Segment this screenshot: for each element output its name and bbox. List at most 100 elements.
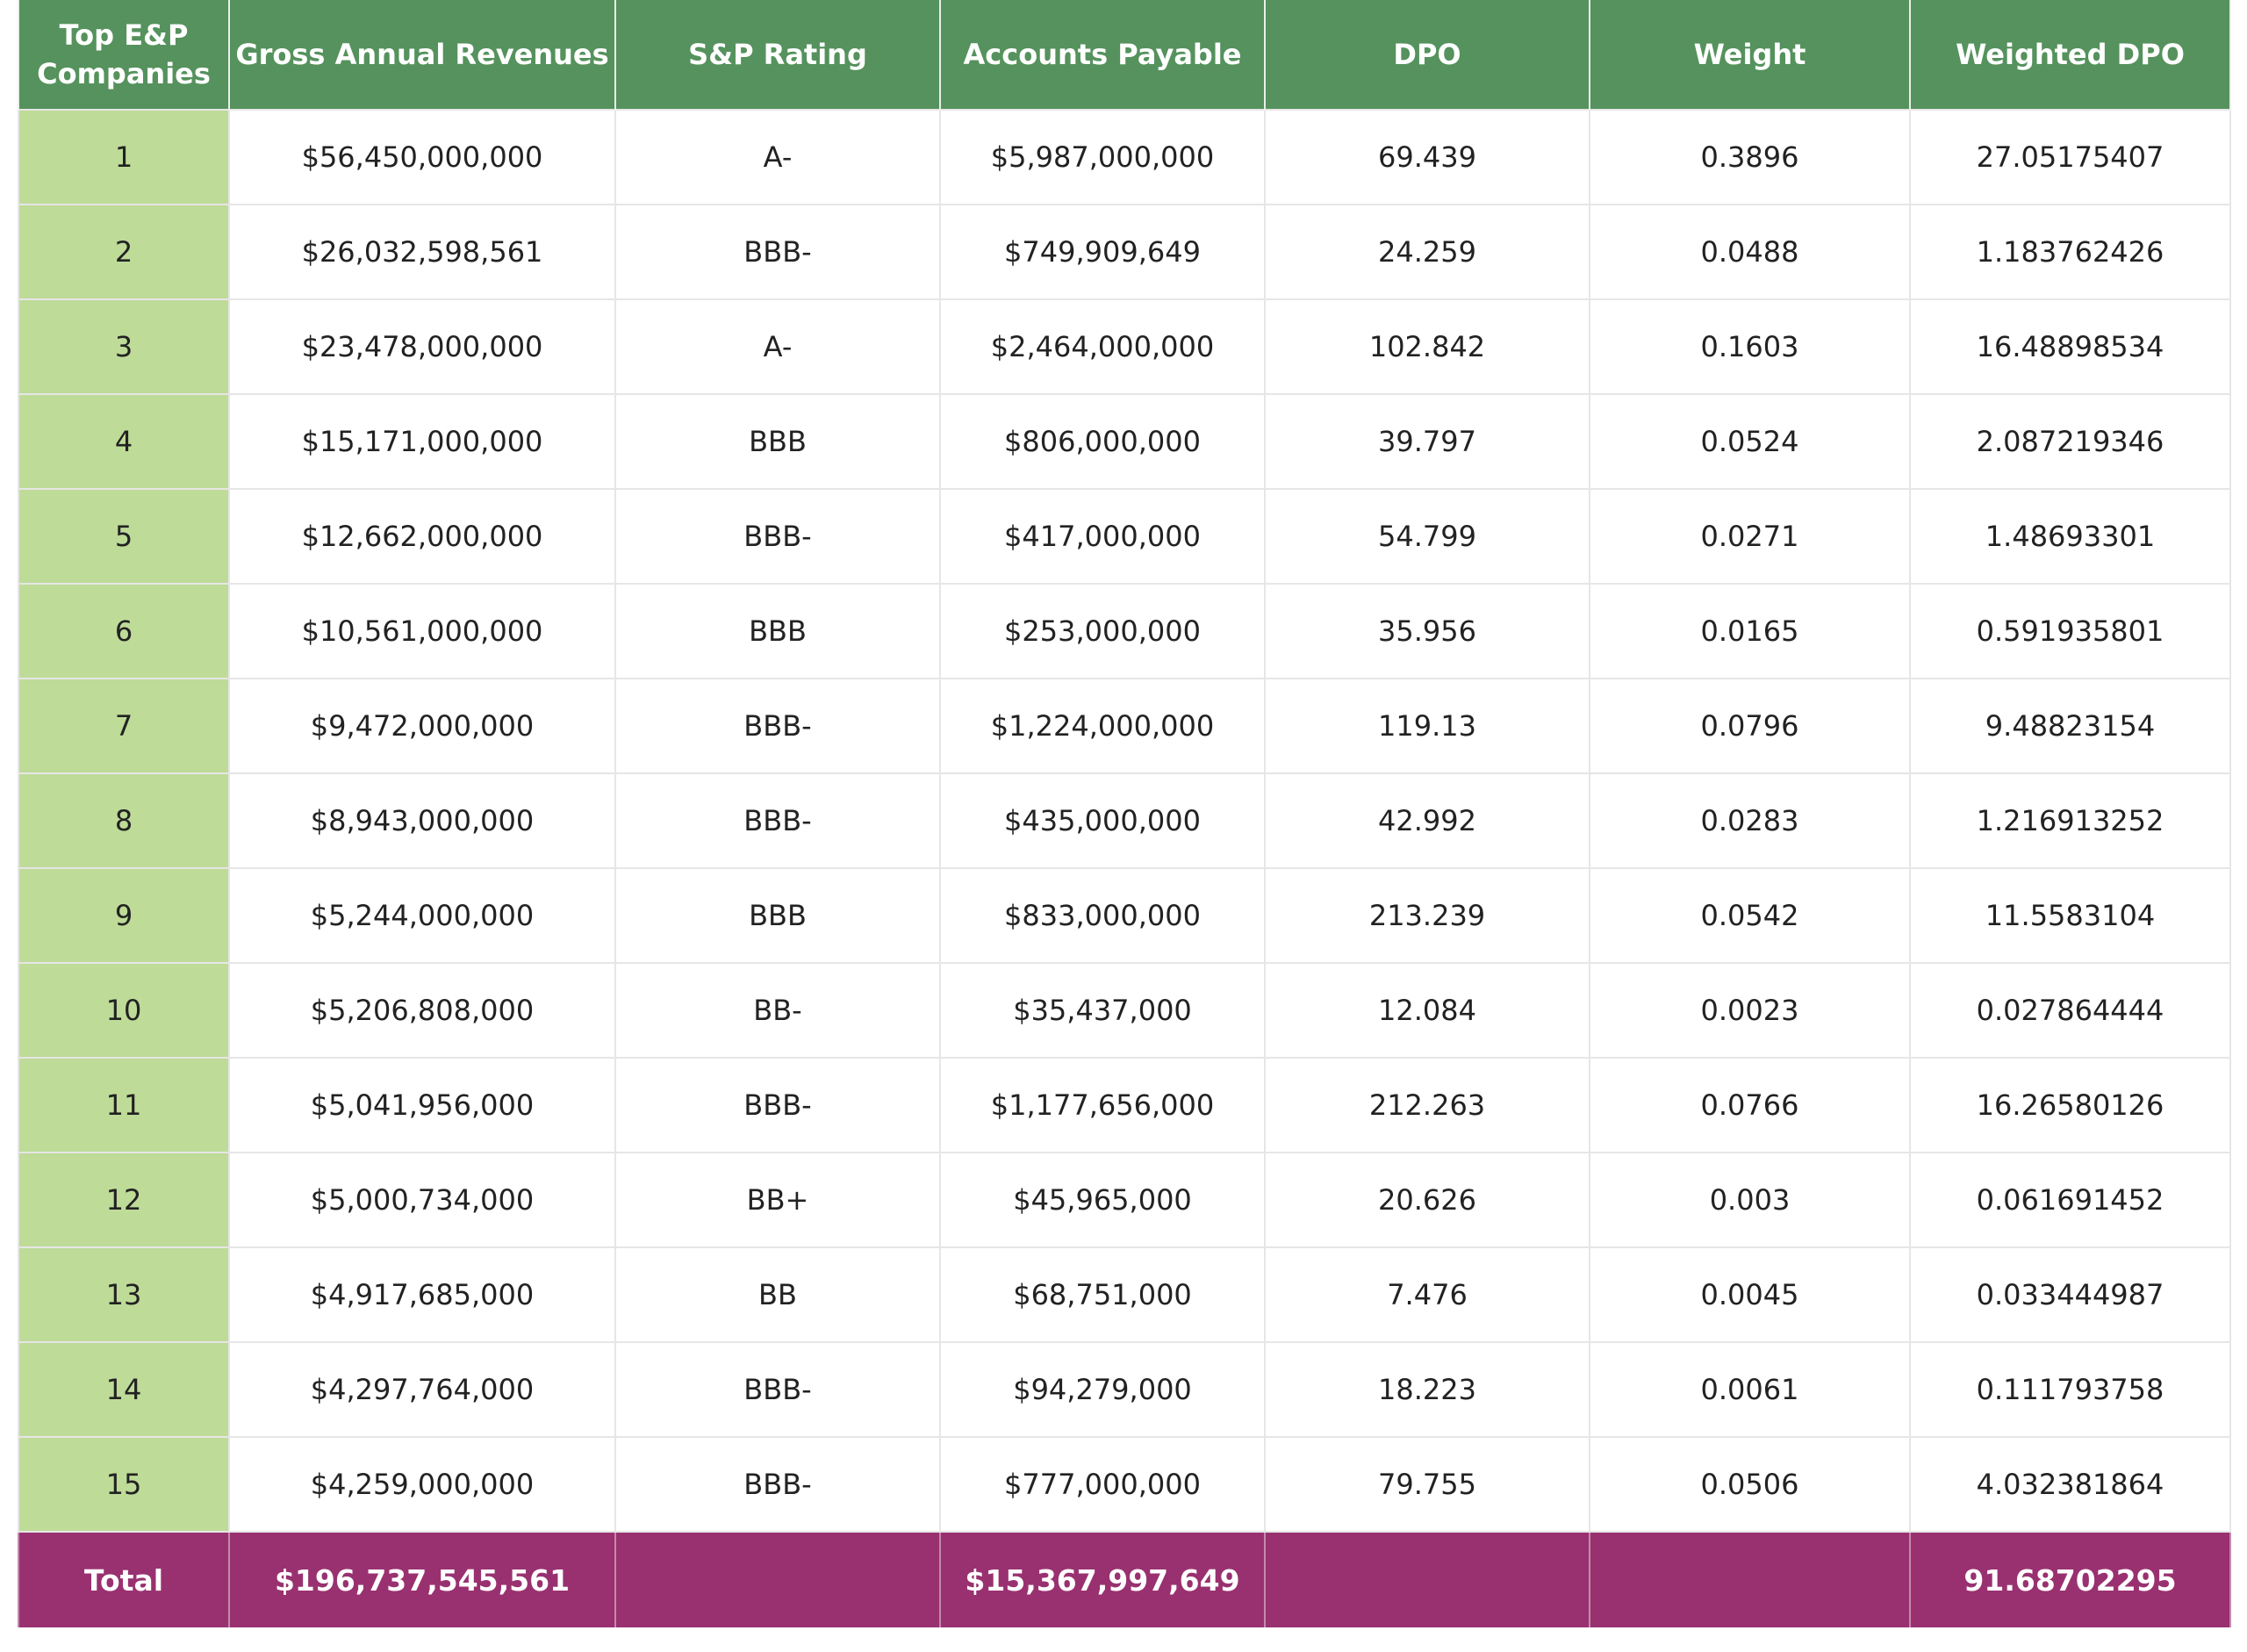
header-weighted-dpo: Weighted DPO: [1909, 0, 2231, 110]
cell-rank: 4: [18, 393, 230, 490]
cell-dpo: 79.755: [1264, 1436, 1590, 1533]
cell-dpo: 212.263: [1264, 1057, 1590, 1153]
header-companies: Top E&P Companies: [18, 0, 230, 110]
cell-weight: 0.0165: [1589, 583, 1911, 679]
cell-revenue: $4,259,000,000: [228, 1436, 616, 1533]
cell-rating: BBB: [614, 393, 941, 490]
cell-revenue: $23,478,000,000: [228, 298, 616, 395]
cell-weighted-dpo: 1.183762426: [1909, 204, 2231, 300]
cell-weight: 0.0766: [1589, 1057, 1911, 1153]
cell-revenue: $4,917,685,000: [228, 1246, 616, 1343]
cell-dpo: 24.259: [1264, 204, 1590, 300]
cell-payable: $68,751,000: [939, 1246, 1266, 1343]
header-rating: S&P Rating: [614, 0, 941, 110]
table-row: 11 $5,041,956,000 BBB- $1,177,656,000 212.26…: [18, 1057, 2231, 1153]
table-row: 5 $12,662,000,000 BBB- $417,000,000 54.799 0.…: [18, 488, 2231, 585]
total-dpo: [1264, 1532, 1590, 1627]
cell-payable: $94,279,000: [939, 1341, 1266, 1438]
cell-revenue: $5,041,956,000: [228, 1057, 616, 1153]
cell-weighted-dpo: 11.5583104: [1909, 867, 2231, 964]
cell-rating: BBB: [614, 867, 941, 964]
cell-revenue: $5,206,808,000: [228, 962, 616, 1059]
cell-payable: $5,987,000,000: [939, 109, 1266, 205]
cell-weighted-dpo: 2.087219346: [1909, 393, 2231, 490]
cell-rating: A-: [614, 298, 941, 395]
total-row: Total $196,737,545,561 $15,367,997,649 9…: [18, 1532, 2231, 1627]
cell-revenue: $5,244,000,000: [228, 867, 616, 964]
cell-rating: BB: [614, 1246, 941, 1343]
cell-payable: $45,965,000: [939, 1152, 1266, 1248]
table-row: 6 $10,561,000,000 BBB $253,000,000 35.956 0.0…: [18, 583, 2231, 679]
cell-dpo: 102.842: [1264, 298, 1590, 395]
cell-dpo: 12.084: [1264, 962, 1590, 1059]
cell-dpo: 119.13: [1264, 678, 1590, 774]
cell-weighted-dpo: 27.05175407: [1909, 109, 2231, 205]
cell-rank: 15: [18, 1436, 230, 1533]
cell-dpo: 18.223: [1264, 1341, 1590, 1438]
cell-rating: BBB: [614, 583, 941, 679]
cell-payable: $806,000,000: [939, 393, 1266, 490]
cell-payable: $1,224,000,000: [939, 678, 1266, 774]
cell-rating: BBB-: [614, 1341, 941, 1438]
total-revenue: $196,737,545,561: [228, 1532, 616, 1627]
cell-revenue: $5,000,734,000: [228, 1152, 616, 1248]
table-row: 12 $5,000,734,000 BB+ $45,965,000 20.626 0.00…: [18, 1152, 2231, 1248]
cell-weighted-dpo: 0.033444987: [1909, 1246, 2231, 1343]
cell-revenue: $56,450,000,000: [228, 109, 616, 205]
header-companies-line2: Companies: [37, 57, 211, 90]
cell-weight: 0.0796: [1589, 678, 1911, 774]
header-revenue: Gross Annual Revenues: [228, 0, 616, 110]
cell-weighted-dpo: 9.48823154: [1909, 678, 2231, 774]
cell-weight: 0.0542: [1589, 867, 1911, 964]
cell-dpo: 20.626: [1264, 1152, 1590, 1248]
table-row: 14 $4,297,764,000 BBB- $94,279,000 18.223 0.0…: [18, 1341, 2231, 1438]
cell-payable: $777,000,000: [939, 1436, 1266, 1533]
cell-weighted-dpo: 1.216913252: [1909, 772, 2231, 869]
cell-payable: $749,909,649: [939, 204, 1266, 300]
cell-rank: 10: [18, 962, 230, 1059]
cell-rating: BBB-: [614, 772, 941, 869]
table-row: 1 $56,450,000,000 A- $5,987,000,000 69.439 0.…: [18, 109, 2231, 205]
cell-payable: $253,000,000: [939, 583, 1266, 679]
cell-weighted-dpo: 1.48693301: [1909, 488, 2231, 585]
total-label: Total: [18, 1532, 230, 1627]
cell-weighted-dpo: 0.111793758: [1909, 1341, 2231, 1438]
table-row: 8 $8,943,000,000 BBB- $435,000,000 42.992 0.0…: [18, 772, 2231, 869]
cell-rating: A-: [614, 109, 941, 205]
cell-rating: BB-: [614, 962, 941, 1059]
cell-rank: 7: [18, 678, 230, 774]
cell-revenue: $26,032,598,561: [228, 204, 616, 300]
cell-revenue: $10,561,000,000: [228, 583, 616, 679]
cell-weight: 0.0045: [1589, 1246, 1911, 1343]
table-row: 15 $4,259,000,000 BBB- $777,000,000 79.755 0.…: [18, 1436, 2231, 1533]
table-row: 3 $23,478,000,000 A- $2,464,000,000 102.842 0…: [18, 298, 2231, 395]
cell-rank: 13: [18, 1246, 230, 1343]
cell-rating: BBB-: [614, 678, 941, 774]
cell-rank: 1: [18, 109, 230, 205]
cell-rank: 2: [18, 204, 230, 300]
cell-dpo: 35.956: [1264, 583, 1590, 679]
cell-dpo: 54.799: [1264, 488, 1590, 585]
cell-rank: 12: [18, 1152, 230, 1248]
table-row: 9 $5,244,000,000 BBB $833,000,000 213.239 0.0…: [18, 867, 2231, 964]
cell-rank: 3: [18, 298, 230, 395]
cell-weight: 0.3896: [1589, 109, 1911, 205]
cell-rank: 6: [18, 583, 230, 679]
cell-payable: $1,177,656,000: [939, 1057, 1266, 1153]
header-companies-line1: Top E&P: [59, 18, 189, 52]
table-row: 10 $5,206,808,000 BB- $35,437,000 12.084 0.00…: [18, 962, 2231, 1059]
header-payable: Accounts Payable: [939, 0, 1266, 110]
cell-payable: $35,437,000: [939, 962, 1266, 1059]
cell-revenue: $12,662,000,000: [228, 488, 616, 585]
total-weight: [1589, 1532, 1911, 1627]
cell-weight: 0.0506: [1589, 1436, 1911, 1533]
cell-revenue: $15,171,000,000: [228, 393, 616, 490]
cell-rank: 9: [18, 867, 230, 964]
cell-weight: 0.1603: [1589, 298, 1911, 395]
cell-payable: $2,464,000,000: [939, 298, 1266, 395]
total-weighted-dpo: 91.68702295: [1909, 1532, 2231, 1627]
cell-rank: 8: [18, 772, 230, 869]
cell-payable: $435,000,000: [939, 772, 1266, 869]
header-dpo: DPO: [1264, 0, 1590, 110]
cell-rating: BBB-: [614, 1436, 941, 1533]
